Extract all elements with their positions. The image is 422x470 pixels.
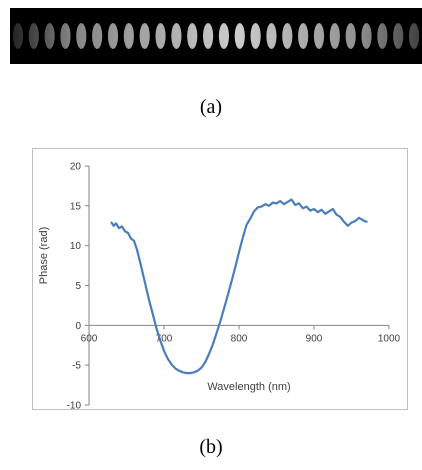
x-tick-label: 800: [231, 333, 248, 344]
x-tick-label: 1000: [378, 333, 401, 344]
caption-a: (a): [199, 96, 223, 118]
caption-b: (b): [199, 436, 223, 458]
chart-frame: -10 -5 0 5 10 15 20 600 700 800 900 1000 Wavelength …: [32, 148, 408, 412]
y-axis-title: Phase (rad): [38, 227, 50, 284]
y-tick-label: 5: [75, 281, 81, 292]
phase-chart: -10 -5 0 5 10 15 20 600 700 800 900 1000 Wavelength …: [38, 162, 401, 412]
fringe-horizontal-fade: [10, 8, 422, 64]
x-tick-label: 600: [81, 333, 98, 344]
y-tick-label: 15: [70, 201, 82, 212]
x-axis-title: Wavelength (nm): [207, 381, 290, 393]
phase-series-line: [110, 198, 368, 375]
fringe-image: [10, 8, 422, 64]
y-tick-label: -5: [72, 361, 81, 372]
x-tick-label: 700: [156, 333, 173, 344]
x-tick-label: 900: [306, 333, 323, 344]
y-tick-label: 0: [75, 321, 81, 332]
y-tick-label: 10: [70, 241, 82, 252]
fringe-pattern: [10, 8, 422, 64]
y-tick-label: -10: [67, 401, 82, 412]
y-tick-label: 20: [70, 162, 82, 173]
